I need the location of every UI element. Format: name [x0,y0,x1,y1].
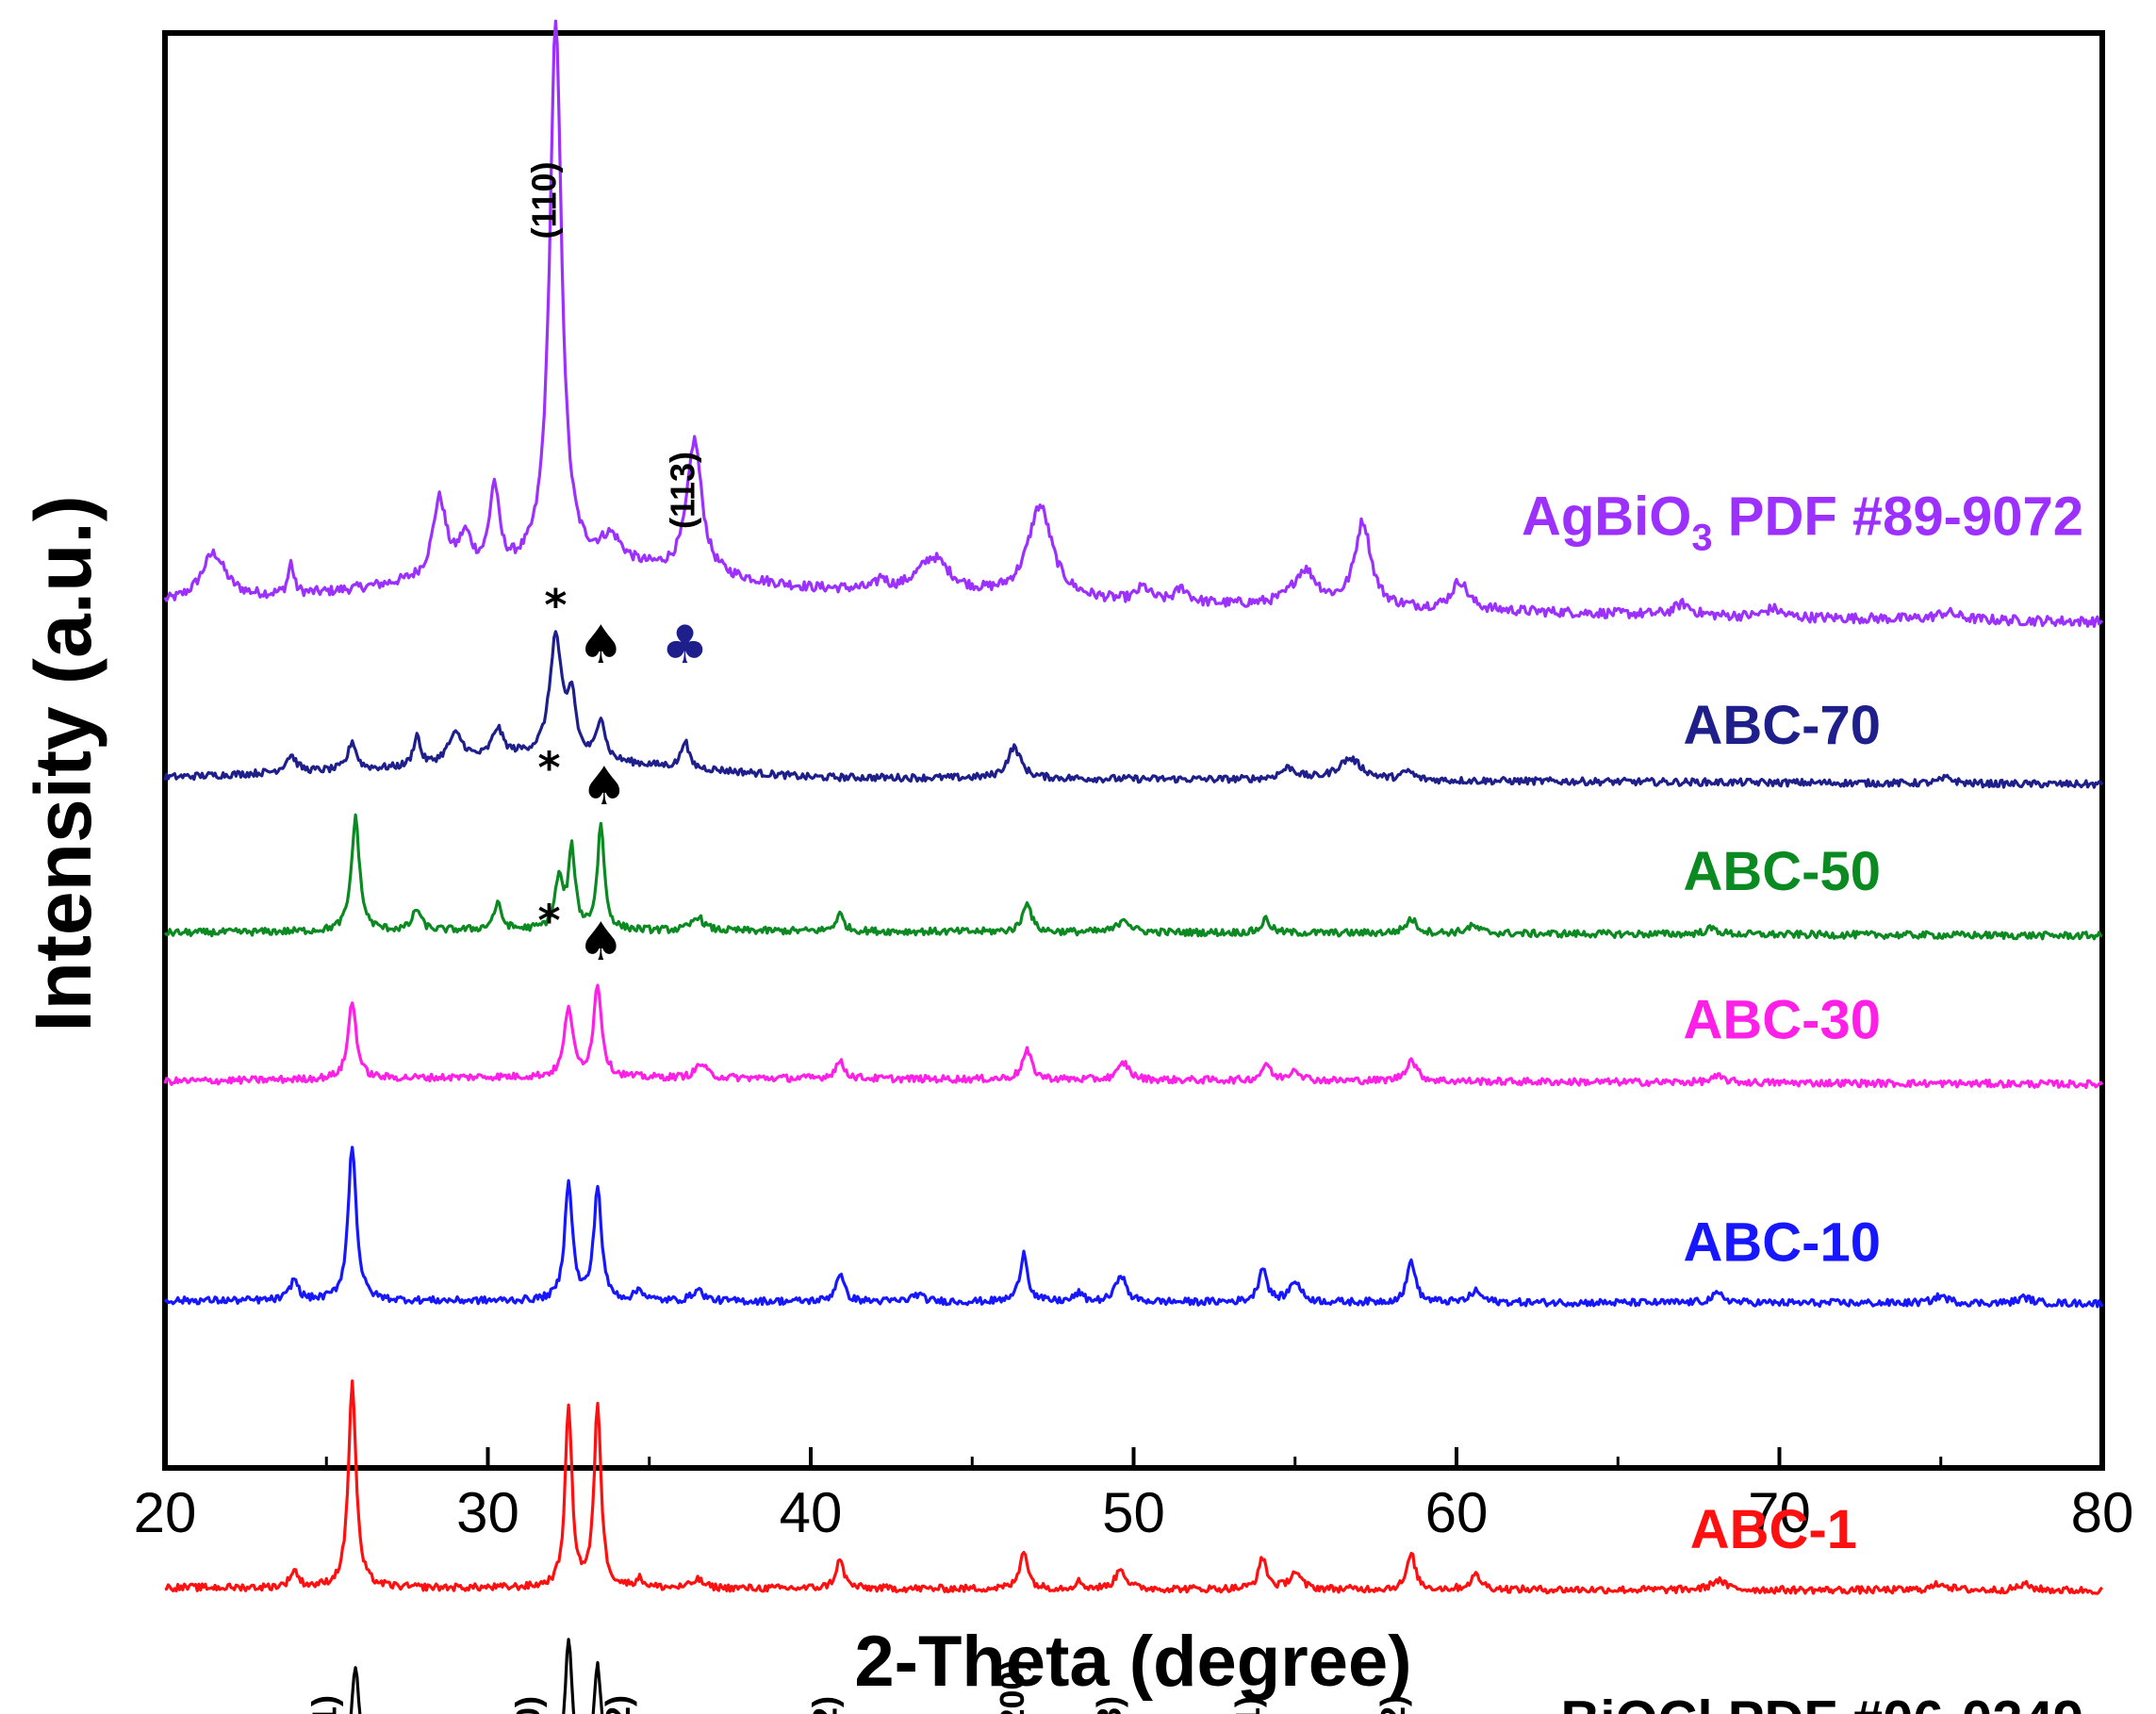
hkl-label-2: (101) [305,1695,344,1714]
phase-marker-13: ♠ [577,615,624,676]
phase-marker-16: ♠ [577,912,624,973]
series-line-2 [163,813,2103,941]
y-axis-title: Intensity (a.u.) [19,495,107,1031]
x-tick-label-80: 80 [2071,1481,2134,1544]
x-axis-ticks: 20 30 40 50 60 70 80 [134,1447,2134,1544]
series-label-6: BiOCl PDF #06-0249 [1561,1689,2083,1714]
series-label-0: AgBiO3 PDF #89-9072 [1522,486,2083,558]
hkl-label-8: (211) [1228,1696,1267,1714]
series-labels: AgBiO3 PDF #89-9072 ABC-70 ABC-50 ABC-30 ABC… [1522,486,2083,1714]
hkl-label-0: (110) [524,161,563,239]
x-tick-label-40: 40 [780,1481,843,1544]
hkl-label-7: (113) [1090,1696,1128,1714]
hkl-label-9: (212) [1374,1695,1412,1714]
hkl-label-5: (112) [805,1696,844,1714]
x-tick-label-30: 30 [456,1481,519,1544]
series-label-4: ABC-10 [1684,1211,1882,1273]
hkl-label-4: (102) [599,1695,637,1714]
series-label-1: ABC-70 [1684,695,1882,756]
hkl-label-6: (200) [993,1659,1031,1714]
series-line-5 [164,1379,2104,1595]
series-label-sub: 3 [1691,517,1712,558]
series-label-main: AgBiO [1522,486,1691,547]
series-line-1 [163,630,2104,789]
x-tick-label-60: 60 [1425,1481,1489,1544]
series-label-rest: PDF #89-9072 [1713,486,2083,547]
asterisk-marker-10: * [544,580,567,631]
asterisk-marker-11: * [538,743,561,794]
annotations: (110) (113) (101) (110) (102) (112) (200) (113)… [305,161,1413,1714]
series-layer [163,19,2104,1714]
x-tick-label-70: 70 [1748,1481,1811,1544]
series-line-0 [163,19,2104,628]
asterisk-marker-12: * [538,896,561,947]
series-label-5: ABC-1 [1690,1499,1857,1560]
series-label-3: ABC-30 [1684,989,1882,1050]
series-line-4 [163,1145,2104,1309]
phase-marker-15: ♠ [581,756,628,817]
series-line-3 [163,983,2104,1090]
series-label-2: ABC-50 [1684,841,1882,902]
x-tick-label-20: 20 [134,1481,197,1544]
hkl-label-3: (110) [508,1696,547,1714]
hkl-label-1: (113) [664,452,702,529]
x-axis-title: 2-Theta (degree) [854,1622,1411,1702]
x-tick-label-50: 50 [1102,1481,1165,1544]
phase-marker-14: ♣ [661,615,708,676]
